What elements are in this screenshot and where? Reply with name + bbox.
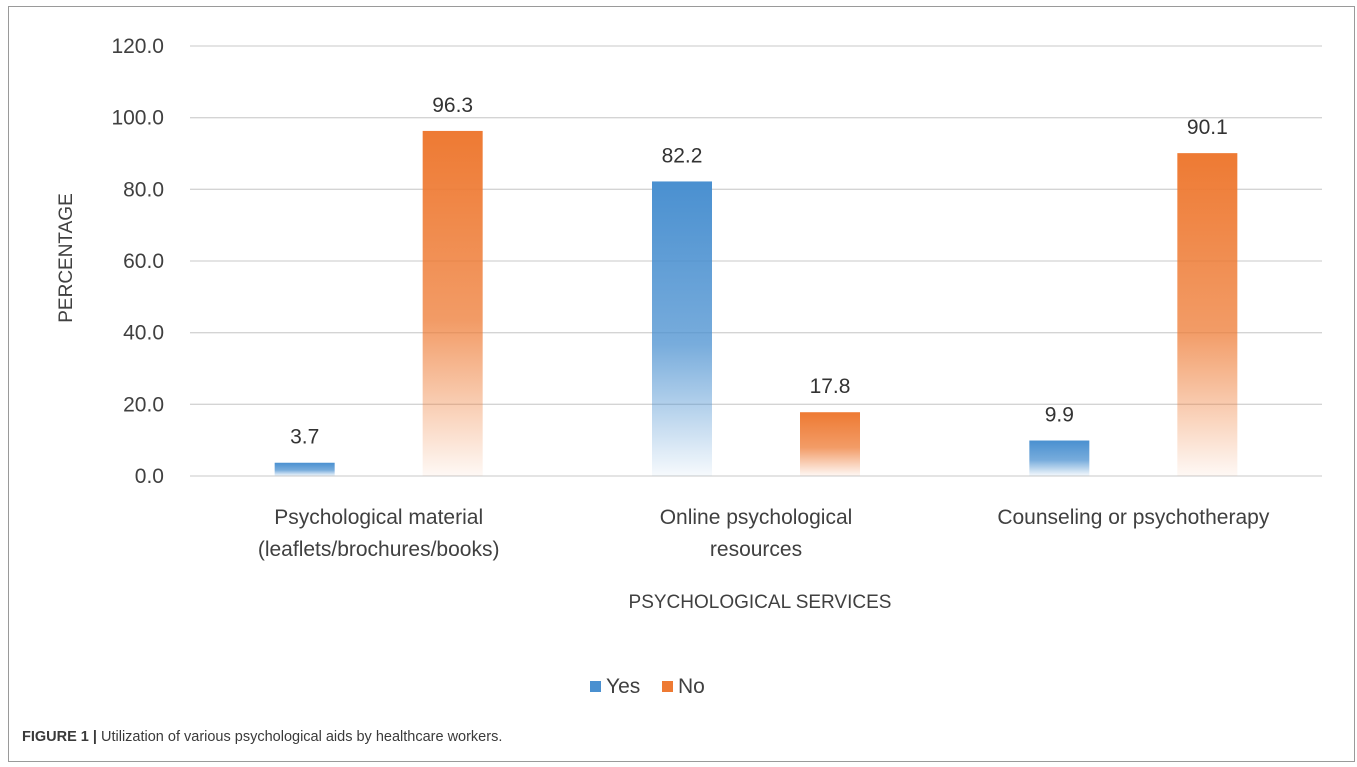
data-label: 96.3 xyxy=(432,94,473,117)
x-tick-label: Psychological material (leaflets/brochure… xyxy=(258,506,500,561)
legend-label: No xyxy=(678,675,705,698)
figure-caption: FIGURE 1 | Utilization of various psycho… xyxy=(22,729,502,745)
y-axis-label: PERCENTAGE xyxy=(56,193,77,323)
data-label: 90.1 xyxy=(1187,116,1228,139)
x-tick-label: Online psychological resources xyxy=(660,506,853,561)
legend: Yes No xyxy=(590,675,705,698)
y-tick-label: 80.0 xyxy=(123,178,164,201)
y-tick-label: 60.0 xyxy=(123,250,164,273)
data-label: 82.2 xyxy=(662,144,703,167)
gridlines xyxy=(190,45,1322,477)
x-axis-label: PSYCHOLOGICAL SERVICES xyxy=(629,592,892,613)
y-axis-ticks: 0.0 20.0 40.0 60.0 80.0 100.0 120.0 xyxy=(111,35,164,488)
bar-yes xyxy=(1029,440,1090,476)
legend-swatch xyxy=(590,681,601,692)
y-tick-label: 20.0 xyxy=(123,393,164,416)
y-tick-label: 40.0 xyxy=(123,322,164,345)
y-tick-label: 100.0 xyxy=(111,107,164,130)
bar-yes xyxy=(652,181,712,476)
legend-swatch xyxy=(662,681,673,692)
data-label: 17.8 xyxy=(810,375,851,398)
bar-no xyxy=(1177,153,1238,476)
bars xyxy=(274,130,1238,477)
y-tick-label: 0.0 xyxy=(135,465,164,488)
caption-label: FIGURE 1 | xyxy=(22,729,97,745)
bar-yes xyxy=(274,462,335,476)
value-labels: 3.7 96.3 82.2 17.8 9.9 90.1 xyxy=(290,94,1228,449)
x-tick-label: Counseling or psychotherapy xyxy=(997,506,1269,529)
data-label: 9.9 xyxy=(1045,404,1074,427)
caption-text: Utilization of various psychological aid… xyxy=(101,729,503,745)
bar-no xyxy=(800,412,860,476)
x-axis-ticks: Psychological material (leaflets/brochure… xyxy=(258,506,1270,561)
bar-no xyxy=(422,130,483,477)
legend-label: Yes xyxy=(606,675,640,698)
data-label: 3.7 xyxy=(290,426,319,449)
figure-frame xyxy=(8,6,1355,762)
y-tick-label: 120.0 xyxy=(111,35,164,58)
